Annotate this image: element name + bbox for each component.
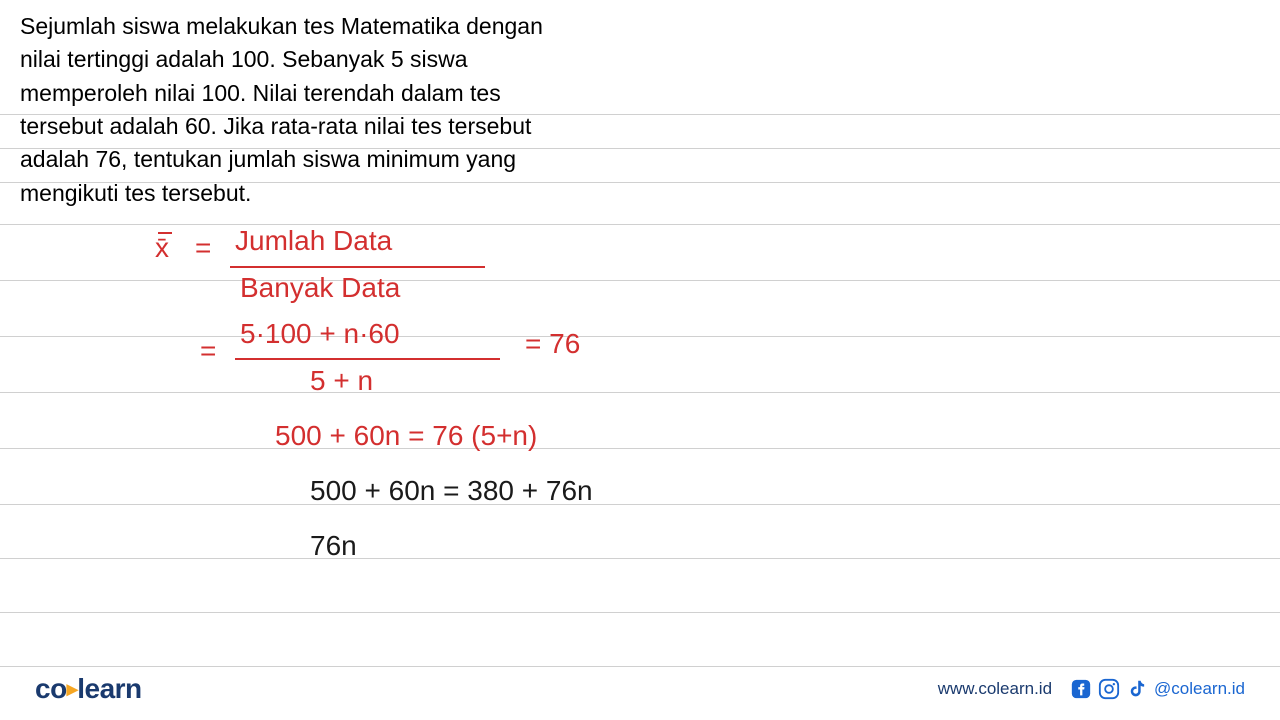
facebook-icon[interactable] — [1070, 678, 1092, 700]
social-icons: @colearn.id — [1070, 678, 1245, 700]
logo-learn: learn — [77, 673, 141, 704]
step-3: 500 + 60n = 76 (5+n) — [275, 420, 537, 452]
numerator-2: 5·100 + n·60 — [240, 318, 400, 350]
fracbar-1 — [230, 266, 485, 268]
tiktok-icon[interactable] — [1126, 678, 1148, 700]
logo: co▸learn — [35, 673, 142, 705]
denominator-2: 5 + n — [310, 365, 373, 397]
instagram-icon[interactable] — [1098, 678, 1120, 700]
numerator-1: Jumlah Data — [235, 225, 392, 257]
footer: co▸learn www.colearn.id @colearn.id — [0, 673, 1280, 705]
fracbar-2 — [235, 358, 500, 360]
eq2: = — [200, 335, 216, 367]
equals-76: = 76 — [525, 328, 580, 360]
denominator-1: Banyak Data — [240, 272, 400, 304]
logo-co: co — [35, 673, 67, 704]
step-5: 76n — [310, 530, 357, 562]
xbar: x̄ — [155, 232, 169, 264]
social-handle[interactable]: @colearn.id — [1154, 679, 1245, 699]
logo-dot: ▸ — [67, 676, 78, 701]
problem-text: Sejumlah siswa melakukan tes Matematika … — [20, 10, 580, 210]
eq1: = — [195, 232, 211, 264]
step-4: 500 + 60n = 380 + 76n — [310, 475, 593, 507]
footer-right: www.colearn.id @colearn.id — [938, 678, 1245, 700]
footer-url[interactable]: www.colearn.id — [938, 679, 1052, 699]
